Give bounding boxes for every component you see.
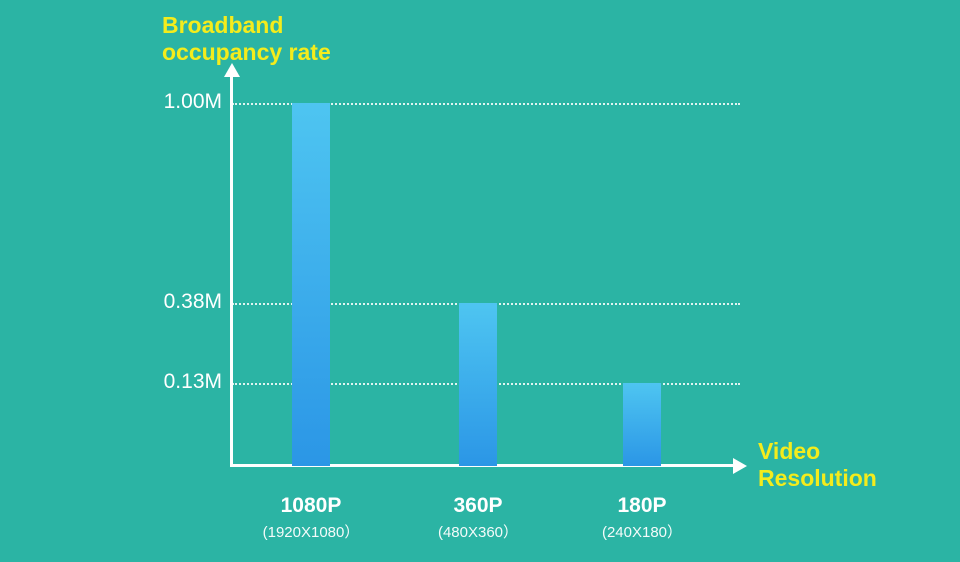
category-sublabel: (240X180） [601, 524, 683, 541]
x-axis-title: Video Resolution [758, 438, 877, 492]
y-axis-arrow-icon [224, 63, 240, 77]
y-axis-title: Broadband occupancy rate [162, 12, 331, 66]
y-axis-title-line2: occupancy rate [162, 39, 331, 65]
grid-line [232, 103, 740, 105]
category-label: 1080P [280, 494, 342, 517]
y-tick-label: 1.00M [163, 89, 222, 113]
category-label: 180P [617, 494, 667, 517]
x-axis-arrow-icon [733, 458, 747, 474]
y-axis-line [230, 76, 233, 466]
x-axis-title-line2: Resolution [758, 465, 877, 491]
category-sublabel: (1920X1080） [262, 524, 360, 541]
category-sublabel: (480X360） [437, 524, 519, 541]
bar [292, 103, 330, 466]
bar [623, 383, 661, 466]
bar [459, 303, 497, 466]
category-label: 360P [453, 494, 503, 517]
y-tick-label: 0.38M [163, 289, 222, 313]
y-tick-label: 0.13M [163, 369, 222, 393]
x-axis-title-line1: Video [758, 438, 821, 464]
y-axis-title-line1: Broadband [162, 12, 284, 38]
